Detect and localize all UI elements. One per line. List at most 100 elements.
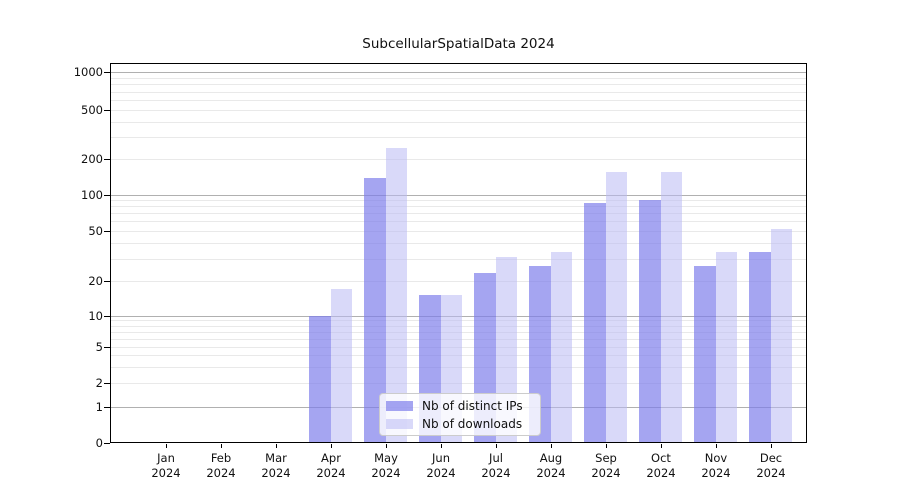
- gridline-minor-900: [110, 78, 807, 79]
- x-tick-label-jan: Jan 2024: [138, 451, 194, 481]
- x-tick-year: 2024: [646, 466, 676, 480]
- x-tick-year: 2024: [756, 466, 786, 480]
- gridline-minor-300: [110, 137, 807, 138]
- gridline-minor-30: [110, 259, 807, 260]
- bar-distinct-ips-oct: [639, 200, 661, 443]
- x-tick-label-dec: Dec 2024: [743, 451, 799, 481]
- gridline-minor-700: [110, 92, 807, 93]
- gridline-minor-800: [110, 84, 807, 85]
- gridline-minor-50: [110, 231, 807, 232]
- plot-frame: [110, 63, 807, 443]
- legend-swatch-distinct-ips-icon: [386, 400, 413, 411]
- x-tick-month: Sep: [595, 451, 617, 465]
- gridline-minor-20: [110, 281, 807, 282]
- gridline-minor-500: [110, 110, 807, 111]
- y-tick-label-500: 500: [81, 103, 103, 117]
- x-tick-month: Jun: [432, 451, 450, 465]
- x-tick-label-may: May 2024: [358, 451, 414, 481]
- x-tick-year: 2024: [591, 466, 621, 480]
- y-tick-label-100: 100: [81, 188, 103, 202]
- x-tick-month: Jan: [157, 451, 175, 465]
- y-tick-label-0: 0: [95, 436, 103, 450]
- bar-downloads-sep: [605, 172, 627, 443]
- x-tick-month: Aug: [539, 451, 563, 465]
- gridline-major-100: [110, 195, 807, 196]
- y-tick-label-50: 50: [88, 224, 103, 238]
- gridline-minor-80: [110, 206, 807, 207]
- bar-distinct-ips-nov: [694, 266, 716, 443]
- y-tick-label-1: 1: [95, 400, 103, 414]
- y-tick-label-200: 200: [81, 152, 103, 166]
- y-tick-mark-2: [104, 383, 110, 384]
- x-tick-month: Dec: [759, 451, 783, 465]
- x-tick-mark-mar: [276, 444, 277, 448]
- x-tick-month: Nov: [704, 451, 728, 465]
- y-tick-mark-100: [104, 195, 110, 196]
- gridline-minor-400: [110, 122, 807, 123]
- y-tick-mark-200: [104, 159, 110, 160]
- x-tick-year: 2024: [261, 466, 291, 480]
- y-tick-mark-20: [104, 281, 110, 282]
- gridline-minor-70: [110, 213, 807, 214]
- bar-distinct-ips-sep: [584, 203, 606, 443]
- x-tick-mark-oct: [661, 444, 662, 448]
- bar-downloads-dec: [770, 228, 792, 443]
- chart-title: SubcellularSpatialData 2024: [362, 36, 555, 52]
- y-tick-mark-1000: [104, 72, 110, 73]
- x-tick-label-oct: Oct 2024: [633, 451, 689, 481]
- y-tick-mark-10: [104, 316, 110, 317]
- x-tick-mark-feb: [221, 444, 222, 448]
- bar-downloads-nov: [715, 251, 737, 443]
- bar-downloads-apr: [330, 288, 352, 443]
- x-tick-year: 2024: [316, 466, 346, 480]
- bar-distinct-ips-dec: [749, 251, 771, 443]
- legend-item-distinct-ips: Nb of distinct IPs: [386, 399, 534, 413]
- legend-swatch-downloads-icon: [386, 418, 413, 429]
- legend-label-distinct-ips: Nb of distinct IPs: [422, 398, 523, 413]
- x-tick-year: 2024: [481, 466, 511, 480]
- x-tick-label-jun: Jun 2024: [413, 451, 469, 481]
- x-tick-mark-nov: [716, 444, 717, 448]
- bar-distinct-ips-apr: [309, 315, 331, 443]
- x-tick-mark-jul: [496, 444, 497, 448]
- x-tick-year: 2024: [536, 466, 566, 480]
- x-tick-label-feb: Feb 2024: [193, 451, 249, 481]
- bar-distinct-ips-may: [364, 177, 386, 443]
- bar-downloads-aug: [550, 251, 572, 443]
- bar-downloads-may: [385, 148, 407, 443]
- x-tick-label-jul: Jul 2024: [468, 451, 524, 481]
- x-tick-mark-sep: [606, 444, 607, 448]
- y-tick-label-5: 5: [95, 340, 103, 354]
- gridline-minor-200: [110, 159, 807, 160]
- x-tick-month: May: [374, 451, 398, 465]
- x-tick-month: Feb: [210, 451, 232, 465]
- y-tick-label-10: 10: [88, 309, 103, 323]
- y-tick-mark-500: [104, 110, 110, 111]
- x-tick-mark-jan: [166, 444, 167, 448]
- legend-label-downloads: Nb of downloads: [422, 416, 523, 431]
- x-tick-mark-may: [386, 444, 387, 448]
- x-tick-year: 2024: [426, 466, 456, 480]
- legend-item-downloads: Nb of downloads: [386, 417, 534, 431]
- x-tick-mark-aug: [551, 444, 552, 448]
- y-tick-mark-1: [104, 407, 110, 408]
- gridline-major-1000: [110, 72, 807, 73]
- x-tick-label-apr: Apr 2024: [303, 451, 359, 481]
- y-tick-label-20: 20: [88, 274, 103, 288]
- x-tick-month: Jul: [489, 451, 503, 465]
- x-tick-year: 2024: [371, 466, 401, 480]
- x-tick-year: 2024: [701, 466, 731, 480]
- x-tick-label-mar: Mar 2024: [248, 451, 304, 481]
- x-tick-mark-jun: [441, 444, 442, 448]
- gridline-minor-90: [110, 200, 807, 201]
- x-tick-year: 2024: [206, 466, 236, 480]
- y-tick-label-2: 2: [95, 376, 103, 390]
- x-tick-label-aug: Aug 2024: [523, 451, 579, 481]
- x-tick-month: Oct: [651, 451, 671, 465]
- x-tick-label-sep: Sep 2024: [578, 451, 634, 481]
- gridline-minor-600: [110, 100, 807, 101]
- legend: Nb of distinct IPs Nb of downloads: [379, 393, 541, 436]
- y-tick-mark-0: [104, 443, 110, 444]
- plot-area: Nb of distinct IPs Nb of downloads: [110, 63, 807, 443]
